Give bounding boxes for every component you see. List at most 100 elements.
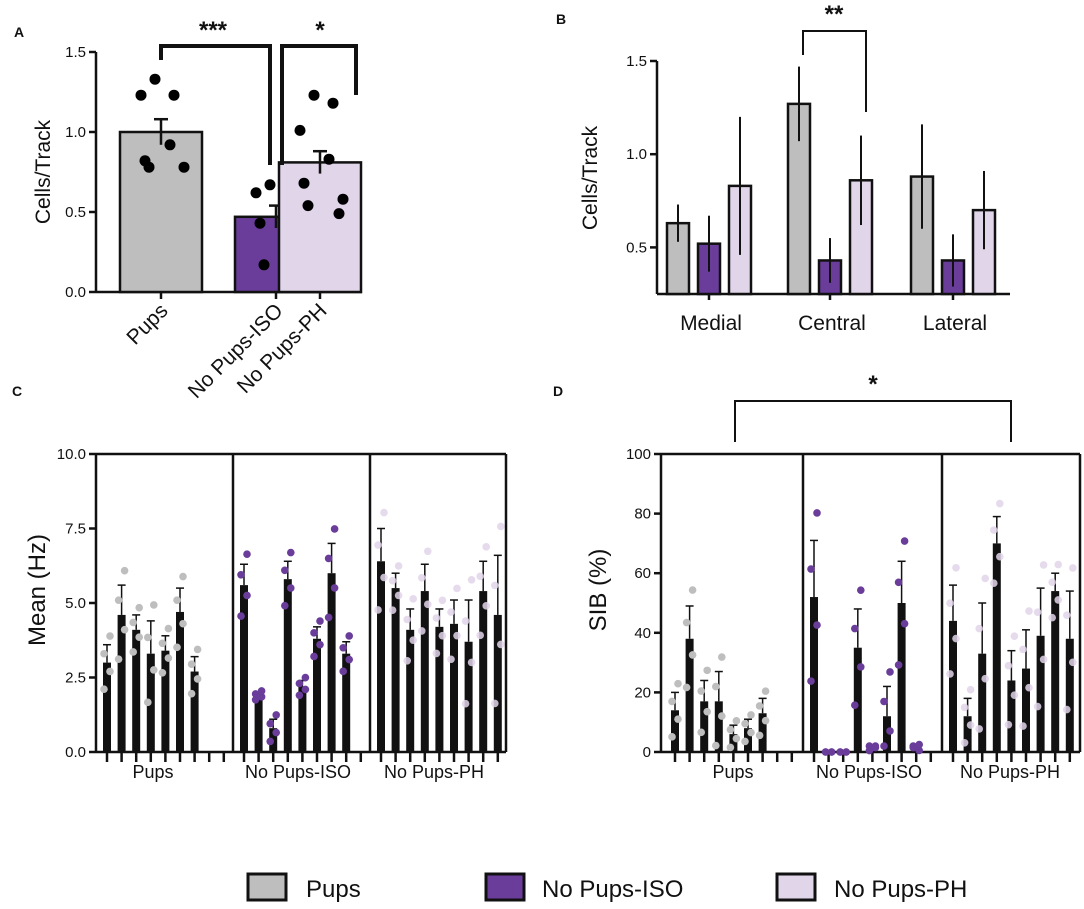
panel-c-point	[491, 581, 499, 590]
panel-c-bar	[176, 611, 184, 752]
panel-c-point	[150, 601, 158, 609]
panel-d-point	[857, 586, 865, 594]
panel-c-point	[418, 574, 426, 582]
panel-c-point	[129, 648, 137, 656]
panel-d-point	[851, 624, 859, 633]
panel-d-point	[747, 728, 755, 737]
panel-c-point	[339, 667, 348, 676]
panel-a-point	[135, 89, 147, 101]
panel-c-point	[251, 696, 260, 704]
panel-d-point	[697, 728, 705, 737]
panel-c-point	[388, 606, 397, 615]
panel-d-point	[871, 743, 880, 752]
panel-c-point	[106, 667, 114, 676]
panel-letter-a: A	[14, 24, 24, 40]
panel-c-y-tick-label: 5.0	[65, 595, 86, 612]
panel-c-group-label: Pups	[132, 762, 173, 782]
panel-c-point	[330, 584, 339, 592]
panel-d-point	[1048, 578, 1056, 587]
panel-a-point	[294, 124, 306, 136]
panel-c-point	[409, 636, 418, 644]
panel-d-point	[761, 687, 770, 695]
panel-d-point	[668, 733, 676, 741]
panel-letter-d: D	[553, 383, 563, 399]
panel-c-point	[287, 548, 295, 557]
panel-c-bar	[327, 573, 336, 752]
panel-d-bar	[1051, 591, 1060, 752]
panel-c-ylabel: Mean (Hz)	[24, 534, 51, 646]
panel-c-bar	[117, 614, 126, 752]
panel-d-point	[946, 599, 954, 607]
panel-c-point	[187, 689, 196, 698]
panel-d-point	[966, 721, 975, 729]
panel-c-point	[150, 666, 158, 674]
panel-c-point	[173, 596, 181, 604]
panel-c-point	[324, 613, 333, 622]
panel-c-point	[339, 643, 348, 652]
panel-c-point	[453, 631, 461, 640]
panel-d-point	[813, 509, 821, 517]
panel-b-y-tick-label: 1.5	[626, 53, 647, 70]
panel-c-point	[447, 655, 455, 664]
panel-d-point	[1048, 613, 1056, 622]
panel-d-point	[996, 552, 1004, 561]
panel-d-point	[755, 702, 764, 710]
panel-c-point	[100, 649, 108, 658]
panel-d-bar	[758, 713, 767, 752]
panel-c-point	[281, 566, 289, 575]
panel-c-point	[316, 617, 324, 625]
panel-c-y-tick-label: 7.5	[65, 521, 86, 538]
panel-c-point	[281, 601, 289, 610]
panel-b-y-tick-label: 1.0	[626, 146, 647, 163]
panel-c-point	[491, 699, 499, 708]
panel-d-point	[960, 738, 969, 747]
panel-d-point	[842, 748, 850, 756]
panel-d-point	[960, 703, 969, 712]
panel-c-point	[467, 575, 476, 584]
legend: Pups No Pups-ISO No Pups-PH	[246, 872, 967, 903]
panel-c-bar	[479, 591, 488, 752]
panel-c-point	[476, 631, 485, 640]
panel-c-bar	[240, 585, 248, 752]
panel-c-point	[158, 669, 167, 677]
panel-c-bar	[391, 588, 400, 752]
panel-d-point	[1063, 705, 1071, 714]
panel-d-point	[688, 651, 697, 659]
panel-c-point	[497, 522, 505, 531]
panel-d-point	[697, 687, 705, 695]
panel-d-sig-label: *	[868, 371, 878, 398]
panel-d-bar	[700, 701, 709, 752]
panel-d-point	[726, 743, 735, 752]
panel-c-point	[243, 591, 251, 600]
legend-label-iso: No Pups-ISO	[542, 876, 683, 903]
panel-d-sig-bracket	[734, 400, 1012, 442]
panel-c-point	[106, 632, 114, 640]
panel-d-point	[966, 685, 975, 694]
panel-d-group-label: No Pups-PH	[960, 762, 1060, 782]
panel-d-y-tick-label: 100	[626, 446, 651, 463]
panel-c-bar	[406, 629, 415, 752]
panel-d-point	[1033, 702, 1042, 711]
panel-c-bar	[313, 638, 321, 752]
panel-a-point	[254, 217, 266, 229]
panel-c-point	[330, 525, 339, 533]
panel-d-bar	[992, 543, 1001, 752]
panel-d-point	[880, 697, 888, 706]
panel-d-point	[674, 715, 682, 723]
panel-d-point	[1054, 596, 1062, 604]
panel-d-point	[851, 701, 859, 710]
panel-d-point	[865, 746, 874, 755]
panel-c-point	[388, 576, 397, 585]
panel-d-bar	[1022, 668, 1030, 752]
panel-a-y-tick-label: 0.0	[65, 284, 86, 301]
panel-c-bar	[342, 653, 351, 752]
panel-b-ylabel: Cells/Track	[579, 125, 602, 230]
panel-d-point	[1004, 720, 1013, 729]
panel-d-point	[836, 748, 844, 756]
panel-a-y-tick-label: 1.0	[65, 124, 86, 141]
panel-c-point	[453, 584, 461, 593]
panel-c-bar	[190, 671, 199, 752]
panel-d-y-tick-label: 60	[634, 565, 651, 582]
panel-d-point	[703, 666, 711, 675]
panel-c-point	[251, 690, 260, 698]
